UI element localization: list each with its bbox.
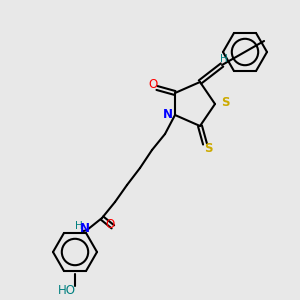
Text: N: N [163,107,173,121]
Text: O: O [105,218,115,231]
Text: H: H [75,221,83,231]
Text: HO: HO [58,284,76,296]
Text: S: S [204,142,212,154]
Text: N: N [80,223,90,236]
Text: H: H [220,54,228,64]
Text: S: S [221,95,229,109]
Text: O: O [148,79,158,92]
